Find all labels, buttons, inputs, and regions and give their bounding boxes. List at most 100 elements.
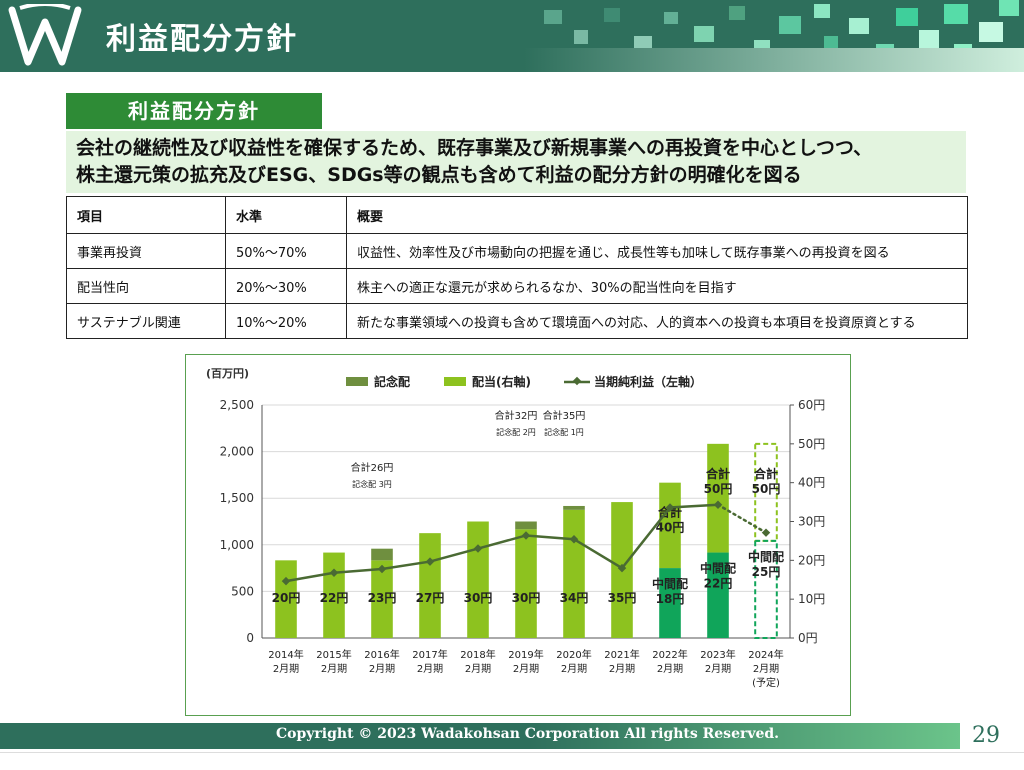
x-tick-label: 2021年 xyxy=(604,648,639,661)
table-header-cell: 概要 xyxy=(346,196,968,234)
footer-divider xyxy=(0,752,1024,753)
dividend-bar-interim xyxy=(659,568,681,638)
x-tick-label: 2月期 xyxy=(321,663,347,675)
section-label: 利益配分方針 xyxy=(66,93,322,129)
left-tick-label: 500 xyxy=(231,584,254,598)
lead-line-2: 株主還元策の拡充及びESG、SDGs等の観点も含めて利益の配分方針の明確化を図る xyxy=(76,164,802,186)
dividend-bar xyxy=(371,560,393,638)
dividend-bar-interim xyxy=(707,552,729,638)
commemorative-bar xyxy=(515,521,537,530)
table-cell: 配当性向 xyxy=(66,268,226,304)
dividend-bar-year-end xyxy=(707,443,729,553)
net-income-point xyxy=(425,557,435,566)
bar-value-label: 23円 xyxy=(368,591,397,605)
commemorative-annotation: 記念配 2円 xyxy=(496,427,536,437)
forecast-bar-interim xyxy=(754,539,778,640)
table-cell: 10%～20% xyxy=(225,303,347,339)
interim-dividend-label: 中間配 xyxy=(652,576,688,591)
right-tick-label: 60円 xyxy=(798,398,825,412)
x-tick-label: 2017年 xyxy=(412,648,447,661)
x-tick-label: 2月期 xyxy=(609,663,635,675)
x-tick-label: 2月期 xyxy=(513,663,539,675)
right-tick-label: 10円 xyxy=(798,592,825,606)
table-cell: 株主への適正な還元が求められるなか、30%の配当性向を目指す xyxy=(346,268,968,304)
bar-value-label: 34円 xyxy=(560,591,589,605)
total-dividend-label: 合計 xyxy=(706,466,730,481)
x-tick-label: 2月期 xyxy=(417,663,443,675)
right-tick-label: 50円 xyxy=(798,437,825,451)
legend-label: 配当(右軸) xyxy=(472,374,531,389)
x-tick-label: 2014年 xyxy=(268,648,303,661)
x-tick-label: 2月期 xyxy=(753,663,779,675)
commemorative-annotation: 記念配 1円 xyxy=(544,427,584,437)
bar-value-label: 30円 xyxy=(512,591,541,605)
dividend-bar xyxy=(563,509,585,638)
lead-statement: 会社の継続性及び収益性を確保するため、既存事業及び新規事業への再投資を中心としつ… xyxy=(66,131,966,193)
page-number: 29 xyxy=(972,723,1000,748)
x-tick-label: 2022年 xyxy=(652,648,687,661)
net-income-point xyxy=(713,500,723,509)
chart-svg: 0 500 1,000 1,500 2,000 2,500 0円 10円 20円 30円 40円 50… xyxy=(206,367,825,689)
total-annotation: 合計32円 xyxy=(495,409,538,422)
company-logo xyxy=(8,4,82,66)
bar-value-label: 22円 xyxy=(320,591,349,605)
table-row: 事業再投資 50%～70% 収益性、効率性及び市場動向の把握を通じ、成長性等も加… xyxy=(66,233,968,269)
table-cell: 20%～30% xyxy=(225,268,347,304)
total-dividend-label: 合計 xyxy=(754,466,778,481)
interim-dividend-label: 18円 xyxy=(656,592,685,606)
net-income-point xyxy=(281,576,291,586)
total-dividend-label: 50円 xyxy=(752,482,781,496)
table-cell: 収益性、効率性及び市場動向の把握を通じ、成長性等も加味して既存事業への再投資を図… xyxy=(346,233,968,269)
legend-marker xyxy=(572,376,582,386)
bar-value-label: 20円 xyxy=(272,591,301,605)
dividend-bar xyxy=(515,529,537,638)
x-tick-label: 2018年 xyxy=(460,648,495,661)
header-bar: 利益配分方針 xyxy=(0,0,1024,72)
footer-bar xyxy=(0,723,960,749)
left-tick-label: 2,500 xyxy=(220,398,254,412)
header-mosaic-decoration xyxy=(524,0,1024,72)
table-cell: 新たな事業領域への投資も含めて環境面への対応、人的資本への投資も本項目を投資原資… xyxy=(346,303,968,339)
left-tick-label: 0 xyxy=(246,631,254,645)
interim-dividend-label: 中間配 xyxy=(700,561,736,576)
net-income-line xyxy=(285,503,719,583)
x-tick-label: 2023年 xyxy=(700,648,735,661)
net-income-point xyxy=(617,563,627,573)
total-dividend-label: 50円 xyxy=(704,482,733,496)
table-row: 配当性向 20%～30% 株主への適正な還元が求められるなか、30%の配当性向を… xyxy=(66,268,968,304)
lead-line-1: 会社の継続性及び収益性を確保するため、既存事業及び新規事業への再投資を中心としつ… xyxy=(76,137,873,159)
dividend-bar xyxy=(467,521,489,638)
net-income-point xyxy=(329,568,339,578)
bar-value-label: 27円 xyxy=(416,591,445,605)
right-tick-label: 40円 xyxy=(798,476,825,490)
commemorative-annotation: 記念配 3円 xyxy=(352,479,392,489)
interim-dividend-label: 25円 xyxy=(752,565,781,579)
left-tick-label: 2,000 xyxy=(220,445,254,459)
total-annotation: 合計35円 xyxy=(543,409,586,422)
total-dividend-label: 40円 xyxy=(656,521,685,535)
left-tick-label: 1,500 xyxy=(220,491,254,505)
x-tick-label: 2月期 xyxy=(561,663,587,675)
legend-label: 記念配 xyxy=(374,374,410,389)
net-income-point xyxy=(473,544,483,553)
commemorative-bar xyxy=(371,548,393,561)
x-tick-label: (予定) xyxy=(752,676,780,689)
dividend-bar xyxy=(419,533,441,638)
dividend-chart: 0 500 1,000 1,500 2,000 2,500 0円 10円 20円 30円 40円 50… xyxy=(185,354,851,716)
allocation-policy-table: 項目 水準 概要 事業再投資 50%～70% 収益性、効率性及び市場動向の把握を… xyxy=(66,196,968,339)
x-tick-label: 2月期 xyxy=(465,663,491,675)
x-tick-label: 2015年 xyxy=(316,648,351,661)
x-tick-label: 2019年 xyxy=(508,648,543,661)
table-cell: 50%～70% xyxy=(225,233,347,269)
x-tick-label: 2020年 xyxy=(556,648,591,661)
unit-label: (百万円) xyxy=(206,367,249,380)
footer: Copyright © 2023 Wadakohsan Corporation … xyxy=(0,723,1024,749)
x-tick-label: 2024年 xyxy=(748,648,783,661)
legend-swatch xyxy=(444,377,466,386)
interim-dividend-label: 22円 xyxy=(704,577,733,591)
x-tick-label: 2月期 xyxy=(369,663,395,675)
copyright-text: Copyright © 2023 Wadakohsan Corporation … xyxy=(276,726,780,742)
total-annotation: 合計26円 xyxy=(351,461,394,474)
page-title: 利益配分方針 xyxy=(106,22,298,57)
bar-value-label: 35円 xyxy=(608,591,637,605)
